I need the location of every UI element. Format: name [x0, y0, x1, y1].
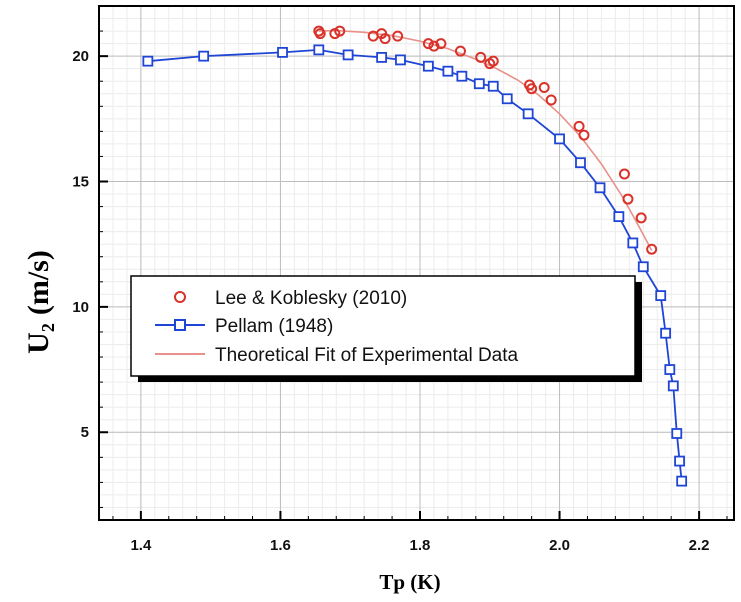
legend-box [130, 275, 636, 377]
lee-point [392, 30, 404, 42]
lee-point [475, 51, 487, 63]
pellam-series-layer [142, 44, 688, 487]
pellam-point [671, 428, 683, 439]
pellam-point [456, 70, 468, 82]
x-tick-labels: 1.4 1.6 1.8 2.0 2.2 [130, 537, 709, 554]
lee-point [487, 55, 499, 67]
pellam-point [342, 49, 354, 61]
lee-point [545, 94, 557, 106]
pellam-point [198, 50, 210, 62]
lee-point [646, 243, 658, 255]
pellam-point [613, 211, 625, 223]
lee-point [538, 81, 550, 93]
pellam-point [277, 46, 288, 58]
lee-point [526, 83, 538, 95]
y-axis-title-main: U [22, 332, 55, 354]
plot-frame [98, 5, 735, 521]
pellam-point [442, 65, 454, 77]
pellam-point [627, 237, 639, 249]
pellam-point [501, 93, 513, 105]
x-tick-label: 1.6 [270, 537, 291, 554]
y-tick-label: 10 [72, 299, 89, 316]
lee-point [379, 33, 391, 45]
legend-label-lee: Lee & Koblesky (2010) [215, 288, 407, 309]
y-tick-label: 20 [72, 48, 89, 65]
x-tick-label: 2.0 [549, 537, 570, 554]
pellam-point [473, 78, 485, 90]
lee-point [334, 25, 346, 37]
y-axis-title-unit: (m/s) [22, 250, 55, 315]
axis-ticks [99, 30, 728, 520]
lee-point [622, 193, 634, 205]
pellam-point [395, 54, 406, 66]
pellam-point [674, 455, 685, 467]
lee-point [428, 40, 440, 52]
x-tick-label: 2.2 [689, 537, 710, 554]
x-tick-label: 1.8 [410, 537, 431, 554]
pellam-point [667, 380, 679, 392]
pellam-point [660, 327, 672, 339]
pellam-point [664, 364, 676, 375]
pellam-point [575, 157, 586, 169]
legend-square-marker [174, 319, 186, 331]
pellam-point [142, 55, 154, 67]
lee-point [573, 120, 585, 132]
lee-point [618, 168, 630, 180]
lee-point [454, 45, 466, 57]
y-tick-label: 15 [72, 174, 89, 191]
lee-point [635, 212, 647, 224]
legend-circle-marker [174, 291, 186, 303]
svg-text:U2(m/s): U2 (m/s) [22, 250, 58, 354]
lee-point [422, 38, 434, 50]
pellam-point [376, 52, 388, 63]
pellam-point [655, 290, 667, 301]
x-tick-label: 1.4 [130, 537, 152, 554]
lee-series-layer [313, 25, 658, 255]
y-tick-label: 5 [81, 424, 89, 441]
lee-point [435, 38, 447, 50]
pellam-point [313, 44, 325, 56]
pellam-point [676, 475, 688, 487]
pellam-point [554, 133, 565, 145]
y-tick-labels: 5 10 15 20 [72, 48, 89, 441]
x-axis-title: Tp (K) [379, 570, 440, 594]
pellam-point [522, 108, 534, 120]
legend: Lee & Koblesky (2010) Pellam (1948) Theo… [130, 275, 642, 382]
pellam-point [637, 261, 649, 273]
y-axis-title-subscript: 2 [38, 323, 58, 332]
pellam-point [422, 60, 434, 72]
lee-point [314, 28, 326, 40]
legend-label-fit: Theoretical Fit of Experimental Data [215, 345, 519, 366]
lee-point [578, 129, 590, 141]
pellam-point [487, 80, 499, 92]
y-axis-title: U2 (m/s) [22, 250, 58, 354]
pellam-point [594, 182, 606, 194]
legend-label-pellam: Pellam (1948) [215, 316, 333, 337]
